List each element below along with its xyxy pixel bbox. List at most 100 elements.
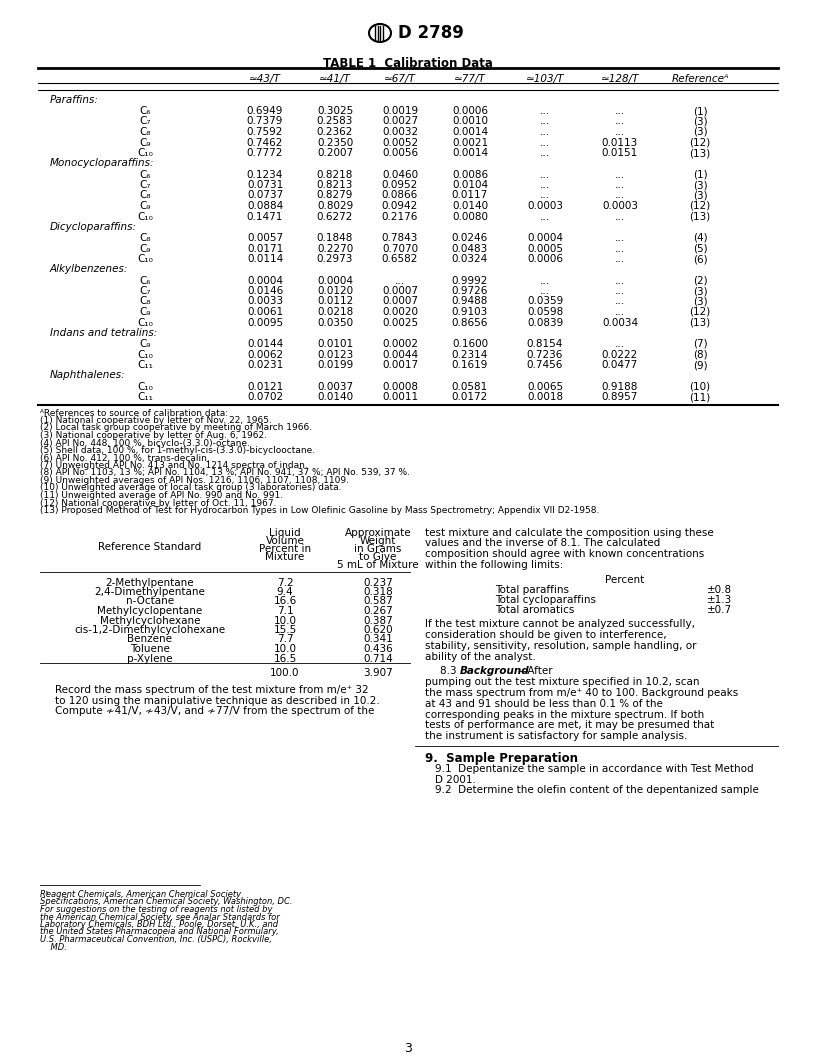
Text: ≃77/T: ≃77/T <box>454 74 486 84</box>
Text: 0.0731: 0.0731 <box>247 180 283 190</box>
Text: 0.8218: 0.8218 <box>317 170 353 180</box>
Text: ability of the analyst.: ability of the analyst. <box>425 652 536 662</box>
Text: 0.0952: 0.0952 <box>382 180 418 190</box>
Text: ...: ... <box>615 276 625 285</box>
Text: ...: ... <box>615 233 625 243</box>
Text: (7): (7) <box>693 339 707 348</box>
Text: For suggestions on the testing of reagents not listed by: For suggestions on the testing of reagen… <box>40 905 273 914</box>
Text: 0.0350: 0.0350 <box>317 318 353 327</box>
Text: 0.9188: 0.9188 <box>602 381 638 392</box>
Text: (5): (5) <box>693 244 707 253</box>
Text: at 43 and 91 should be less than 0.1 % of the: at 43 and 91 should be less than 0.1 % o… <box>425 699 663 709</box>
Text: 0.6272: 0.6272 <box>317 211 353 222</box>
Text: C₆: C₆ <box>140 106 151 116</box>
Text: (10): (10) <box>690 381 711 392</box>
Text: 0.0112: 0.0112 <box>317 297 353 306</box>
Text: C₉: C₉ <box>140 339 151 348</box>
Text: (13): (13) <box>690 148 711 158</box>
Text: ≃67/T: ≃67/T <box>384 74 416 84</box>
Text: 0.436: 0.436 <box>363 644 392 654</box>
Text: 0.7070: 0.7070 <box>382 244 418 253</box>
Text: 0.0008: 0.0008 <box>382 381 418 392</box>
Text: 0.9726: 0.9726 <box>452 286 488 296</box>
Text: Approximate: Approximate <box>344 528 411 538</box>
Text: 0.0581: 0.0581 <box>452 381 488 392</box>
Text: 0.0702: 0.0702 <box>247 392 283 402</box>
Text: 0.0120: 0.0120 <box>317 286 353 296</box>
Text: C₁₀: C₁₀ <box>137 381 153 392</box>
Text: 0.0121: 0.0121 <box>247 381 283 392</box>
Text: tests of performance are met, it may be presumed that: tests of performance are met, it may be … <box>425 720 714 731</box>
Text: 0.387: 0.387 <box>363 616 392 625</box>
Text: test mixture and calculate the composition using these: test mixture and calculate the compositi… <box>425 528 714 538</box>
Text: 0.0017: 0.0017 <box>382 360 418 370</box>
Text: 9.  Sample Preparation: 9. Sample Preparation <box>425 752 578 766</box>
Text: the mass spectrum from m/e⁺ 40 to 100. Background peaks: the mass spectrum from m/e⁺ 40 to 100. B… <box>425 687 738 698</box>
Text: (3): (3) <box>693 127 707 137</box>
Text: ...: ... <box>540 276 550 285</box>
Text: 7.2: 7.2 <box>277 578 293 587</box>
Text: 0.7843: 0.7843 <box>382 233 418 243</box>
Text: (1) National cooperative by letter of Nov. 22, 1965.: (1) National cooperative by letter of No… <box>40 416 272 425</box>
Text: D 2001.: D 2001. <box>435 775 476 785</box>
Text: within the following limits:: within the following limits: <box>425 560 563 570</box>
Text: ±0.7: ±0.7 <box>707 605 733 615</box>
Text: 0.6949: 0.6949 <box>246 106 283 116</box>
Text: 0.341: 0.341 <box>363 635 392 644</box>
Text: D 2789: D 2789 <box>398 24 463 42</box>
Text: 0.0002: 0.0002 <box>382 339 418 348</box>
Text: 0.0884: 0.0884 <box>247 201 283 211</box>
Text: Referenceᴬ: Referenceᴬ <box>672 74 729 84</box>
Text: C₉: C₉ <box>140 201 151 211</box>
Text: ...: ... <box>540 148 550 158</box>
Text: 0.0003: 0.0003 <box>602 201 638 211</box>
Text: 0.0052: 0.0052 <box>382 137 418 148</box>
Text: 0.0004: 0.0004 <box>247 276 283 285</box>
Text: cis-1,2-Dimethylcyclohexane: cis-1,2-Dimethylcyclohexane <box>74 625 225 635</box>
Text: Laboratory Chemicals, BDH Ltd., Poole, Dorset, U.K., and: Laboratory Chemicals, BDH Ltd., Poole, D… <box>40 920 278 929</box>
Text: Percent in: Percent in <box>259 544 311 553</box>
Text: 0.0062: 0.0062 <box>247 350 283 359</box>
Text: ≃43/T: ≃43/T <box>249 74 281 84</box>
Text: 0.0014: 0.0014 <box>452 148 488 158</box>
Text: ±1.3: ±1.3 <box>707 595 733 605</box>
Text: ...: ... <box>615 116 625 127</box>
Text: 7.7: 7.7 <box>277 635 293 644</box>
Text: 0.587: 0.587 <box>363 597 392 606</box>
Text: Total cycloparaffins: Total cycloparaffins <box>495 595 596 605</box>
Text: 0.2583: 0.2583 <box>317 116 353 127</box>
Text: Methylcyclohexane: Methylcyclohexane <box>100 616 200 625</box>
Text: 9.4: 9.4 <box>277 587 293 597</box>
Text: (8): (8) <box>693 350 707 359</box>
Text: 2,4-Dimethylpentane: 2,4-Dimethylpentane <box>95 587 206 597</box>
Text: 0.0033: 0.0033 <box>247 297 283 306</box>
Text: —After: —After <box>517 666 552 677</box>
Text: 0.0839: 0.0839 <box>527 318 563 327</box>
Text: C₁₀: C₁₀ <box>137 350 153 359</box>
Text: (13): (13) <box>690 211 711 222</box>
Text: (7) Unweighted API No. 413 and No. 1214 spectra of indan.: (7) Unweighted API No. 413 and No. 1214 … <box>40 461 308 470</box>
Text: Benzene: Benzene <box>127 635 172 644</box>
Text: (2): (2) <box>693 276 707 285</box>
Text: 15.5: 15.5 <box>273 625 297 635</box>
Text: C₁₁: C₁₁ <box>137 360 153 370</box>
Text: (3): (3) <box>693 180 707 190</box>
Text: 0.7379: 0.7379 <box>246 116 283 127</box>
Text: ...: ... <box>615 180 625 190</box>
Text: (12) National cooperative by letter of Oct. 11, 1967.: (12) National cooperative by letter of O… <box>40 498 277 508</box>
Text: (4) API No. 448, 100 %, bicyclo-(3.3.0)-octane.: (4) API No. 448, 100 %, bicyclo-(3.3.0)-… <box>40 438 250 448</box>
Text: ...: ... <box>540 286 550 296</box>
Text: 16.6: 16.6 <box>273 597 297 606</box>
Text: 0.0019: 0.0019 <box>382 106 418 116</box>
Text: 0.0007: 0.0007 <box>382 286 418 296</box>
Text: (3) National cooperative by letter of Aug. 6, 1962.: (3) National cooperative by letter of Au… <box>40 431 267 440</box>
Text: (9): (9) <box>693 360 707 370</box>
Text: (10) Unweighted average of local task group (3 laboratories) data.: (10) Unweighted average of local task gr… <box>40 484 342 492</box>
Text: Alkylbenzenes:: Alkylbenzenes: <box>50 264 128 275</box>
Text: 9.1  Depentanize the sample in accordance with Test Method: 9.1 Depentanize the sample in accordance… <box>435 765 754 774</box>
Text: 100.0: 100.0 <box>270 668 299 678</box>
Text: 0.0004: 0.0004 <box>527 233 563 243</box>
Text: ᴬReferences to source of calibration data:: ᴬReferences to source of calibration dat… <box>40 409 228 417</box>
Text: Naphthalenes:: Naphthalenes: <box>50 371 126 380</box>
Text: If the test mixture cannot be analyzed successfully,: If the test mixture cannot be analyzed s… <box>425 619 695 629</box>
